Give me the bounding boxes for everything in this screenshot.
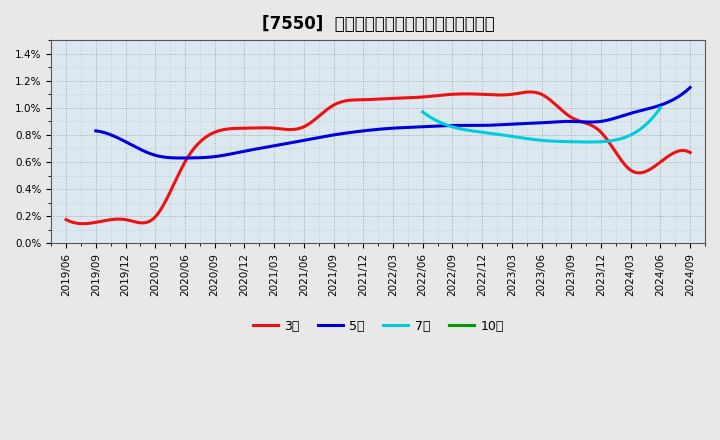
5年 <box>176 155 185 161</box>
5年 <box>287 140 295 145</box>
Line: 5年: 5年 <box>96 88 690 158</box>
3年 <box>266 125 275 131</box>
5年 <box>522 121 531 126</box>
5年 <box>525 121 534 126</box>
7年 <box>568 139 577 144</box>
Line: 3年: 3年 <box>66 92 690 224</box>
7年 <box>496 132 505 137</box>
3年 <box>456 92 464 97</box>
5年 <box>686 85 695 90</box>
3年 <box>310 117 319 122</box>
7年 <box>592 139 600 145</box>
7年 <box>418 109 427 114</box>
7年 <box>656 105 665 110</box>
7年 <box>585 139 593 145</box>
3年 <box>514 91 523 96</box>
3年 <box>138 220 147 226</box>
3年 <box>526 89 535 95</box>
7年 <box>513 134 521 139</box>
Line: 7年: 7年 <box>423 108 660 142</box>
Legend: 3年, 5年, 7年, 10年: 3年, 5年, 7年, 10年 <box>248 315 508 337</box>
5年 <box>467 123 475 128</box>
5年 <box>163 155 171 160</box>
3年 <box>79 221 88 226</box>
7年 <box>447 124 456 129</box>
3年 <box>62 217 71 222</box>
3年 <box>517 90 526 95</box>
5年 <box>91 128 100 133</box>
Title: [7550]  経常利益マージンの標準偏差の推移: [7550] 経常利益マージンの標準偏差の推移 <box>262 15 495 33</box>
7年 <box>590 139 599 145</box>
5年 <box>328 132 337 138</box>
3年 <box>686 150 695 155</box>
